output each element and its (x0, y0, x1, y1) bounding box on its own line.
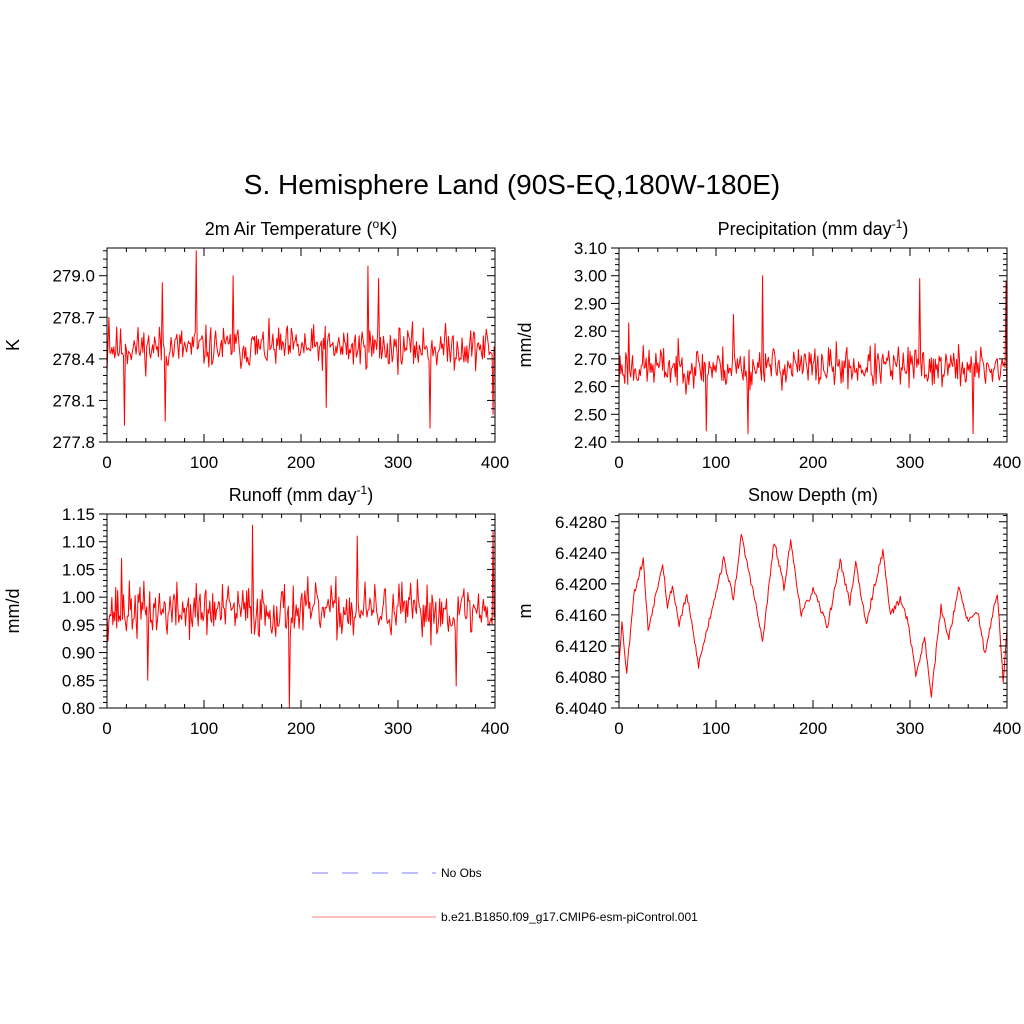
x-tick-label: 200 (799, 453, 827, 472)
series-line-runoff (106, 524, 496, 709)
x-tick-label: 300 (896, 719, 924, 738)
panel-title-superscript: -1 (892, 217, 903, 231)
y-tick-label: 2.40 (574, 433, 607, 452)
y-tick-label: 6.4040 (555, 699, 607, 718)
y-tick-label: 277.8 (52, 433, 95, 452)
y-tick-label: 2.60 (574, 378, 607, 397)
x-tick-label: 0 (614, 719, 623, 738)
panel-pr: Precipitation (mm day-1) mm/d 0 100 200 300 40… (515, 217, 1021, 472)
x-tick-label: 400 (993, 719, 1021, 738)
x-tick-label: 200 (287, 453, 315, 472)
panel-title-suffix: ) (367, 485, 373, 505)
y-tick-label: 6.4200 (555, 575, 607, 594)
series-line-tas (106, 250, 496, 429)
panel-title-text: Snow Depth (m) (748, 485, 878, 505)
panel-title-superscript: -1 (357, 483, 368, 497)
y-tick-label: 2.50 (574, 405, 607, 424)
panel-title-tas: 2m Air Temperature (oK) (205, 217, 397, 239)
y-tick-label: 2.70 (574, 350, 607, 369)
y-tick-label: 1.15 (62, 505, 95, 524)
y-tick-label: 278.4 (52, 350, 95, 369)
panel-title-runoff: Runoff (mm day-1) (229, 483, 373, 505)
y-tick-label: 0.90 (62, 644, 95, 663)
y-axis-label-tas: K (3, 339, 23, 351)
legend-model-label: b.e21.B1850.f09_g17.CMIP6-esm-piControl.… (441, 910, 698, 924)
y-tick-label: 279.0 (52, 267, 95, 286)
x-tick-label: 100 (702, 453, 730, 472)
y-tick-label: 2.90 (574, 294, 607, 313)
panel-title-suffix: ) (902, 219, 908, 239)
panel-tas: 2m Air Temperature (oK) K 0 100 200 300 400 277… (3, 217, 509, 472)
series-line-pr (618, 275, 1008, 435)
y-axis-label-runoff: mm/d (3, 589, 23, 634)
x-tick-label: 400 (993, 453, 1021, 472)
y-tick-label: 6.4080 (555, 668, 607, 687)
panel-title-text: Precipitation (mm day (718, 219, 892, 239)
x-tick-label: 300 (384, 453, 412, 472)
figure-title: S. Hemisphere Land (90S-EQ,180W-180E) (244, 169, 780, 200)
panel-title-text: Runoff (mm day (229, 485, 357, 505)
x-tick-label: 200 (287, 719, 315, 738)
x-tick-label: 400 (481, 453, 509, 472)
y-tick-label: 2.80 (574, 322, 607, 341)
panel-snow: Snow Depth (m) m 0 100 200 300 400 6.4040 6.4080… (515, 485, 1021, 738)
y-tick-label: 6.4240 (555, 544, 607, 563)
y-tick-label: 278.1 (52, 391, 95, 410)
y-tick-label: 6.4120 (555, 637, 607, 656)
y-tick-label: 1.10 (62, 533, 95, 552)
x-tick-label: 100 (190, 453, 218, 472)
y-tick-label: 0.95 (62, 616, 95, 635)
y-tick-label: 1.00 (62, 588, 95, 607)
x-tick-label: 100 (190, 719, 218, 738)
x-tick-label: 300 (896, 453, 924, 472)
x-tick-label: 0 (102, 719, 111, 738)
panel-title-suffix: K) (379, 219, 397, 239)
y-tick-label: 6.4160 (555, 606, 607, 625)
series-line-snow (618, 533, 1008, 698)
y-tick-label: 3.00 (574, 267, 607, 286)
y-tick-label: 3.10 (574, 239, 607, 258)
y-axis-label-snow: m (515, 604, 535, 619)
legend-obs-label: No Obs (441, 866, 482, 880)
x-tick-label: 200 (799, 719, 827, 738)
y-tick-label: 1.05 (62, 560, 95, 579)
legend: No Obs b.e21.B1850.f09_g17.CMIP6-esm-piC… (312, 866, 698, 924)
panel-title-pr: Precipitation (mm day-1) (718, 217, 909, 239)
panel-title-superscript: o (373, 217, 380, 231)
panel-title-text: 2m Air Temperature ( (205, 219, 373, 239)
panel-runoff: Runoff (mm day-1) mm/d 0 100 200 300 400 0.80 0.… (3, 483, 509, 738)
panel-title-snow: Snow Depth (m) (748, 485, 878, 505)
x-tick-label: 0 (614, 453, 623, 472)
x-tick-label: 300 (384, 719, 412, 738)
x-tick-label: 100 (702, 719, 730, 738)
x-tick-label: 0 (102, 453, 111, 472)
y-tick-label: 0.85 (62, 671, 95, 690)
y-tick-label: 0.80 (62, 699, 95, 718)
x-tick-label: 400 (481, 719, 509, 738)
y-tick-label: 6.4280 (555, 513, 607, 532)
y-axis-label-pr: mm/d (515, 323, 535, 368)
y-tick-label: 278.7 (52, 308, 95, 327)
